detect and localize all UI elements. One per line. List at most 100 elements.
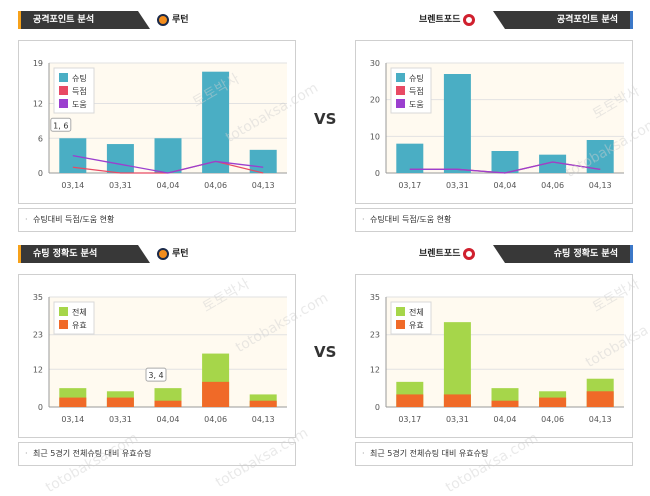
legend-swatch [59, 73, 68, 82]
bar [202, 71, 230, 173]
legend-swatch [59, 99, 68, 108]
bar-on-target [491, 400, 519, 407]
tooltip-label: 1, 6 [53, 121, 68, 130]
section-tab: 공격포인트 분석 [493, 11, 633, 29]
legend-label: 전체 [72, 307, 87, 317]
chart-footnote: 최근 5경기 전체슈팅 대비 유효슈팅 [355, 442, 633, 466]
bar-on-target [59, 397, 87, 407]
x-tick-label: 03,14 [61, 415, 84, 424]
legend-swatch [396, 99, 405, 108]
legend-label: 도움 [409, 100, 424, 109]
y-tick-label: 12 [33, 365, 43, 374]
y-tick-label: 23 [33, 331, 43, 340]
x-tick-label: 04,06 [541, 415, 564, 424]
bar [106, 144, 134, 173]
x-tick-label: 03,17 [398, 181, 421, 190]
y-tick-label: 12 [33, 100, 43, 109]
y-tick-label: 0 [38, 403, 43, 412]
brentford-logo-icon [463, 247, 476, 260]
bar-on-target [154, 400, 182, 407]
bar [154, 138, 182, 173]
section-tab: 공격포인트 분석 [18, 11, 150, 29]
legend-swatch [396, 307, 405, 316]
legend-swatch [396, 320, 405, 329]
y-tick-label: 0 [375, 403, 380, 412]
team-label: 브렌트포드 [419, 246, 478, 262]
bar-on-target [443, 394, 471, 407]
legend-swatch [396, 86, 405, 95]
x-tick-label: 04,13 [252, 181, 275, 190]
legend-swatch [59, 320, 68, 329]
bar-on-target [202, 381, 230, 407]
legend-swatch [396, 73, 405, 82]
vs-label: VS [314, 110, 337, 128]
legend-label: 전체 [409, 307, 424, 317]
team-label: 루턴 [154, 246, 189, 262]
x-tick-label: 04,04 [157, 415, 180, 424]
bar-on-target [586, 391, 614, 407]
x-tick-label: 04,04 [157, 181, 180, 190]
y-tick-label: 6 [38, 134, 43, 143]
bar [396, 143, 424, 173]
chart-footnote: 최근 5경기 전체슈팅 대비 유효슈팅 [18, 442, 296, 466]
tooltip-label: 3, 4 [148, 371, 163, 380]
x-tick-label: 04,13 [589, 181, 612, 190]
y-tick-label: 10 [370, 132, 380, 141]
bar [539, 154, 567, 173]
legend-label: 유효 [72, 321, 87, 330]
bar-on-target [106, 397, 134, 407]
y-tick-label: 0 [375, 169, 380, 178]
bar-on-target [396, 394, 424, 407]
x-tick-label: 04,13 [589, 415, 612, 424]
legend-label: 도움 [72, 100, 87, 109]
legend-label: 슈팅 [72, 73, 87, 83]
x-tick-label: 03,31 [109, 415, 132, 424]
bar [491, 151, 519, 173]
x-tick-label: 03,17 [398, 415, 421, 424]
team-label: 브렌트포드 [419, 12, 478, 28]
x-tick-label: 04,06 [204, 415, 227, 424]
y-tick-label: 30 [370, 59, 380, 68]
y-tick-label: 0 [38, 169, 43, 178]
legend-label: 슈팅 [409, 73, 424, 83]
x-tick-label: 04,04 [494, 181, 517, 190]
bar [249, 149, 277, 173]
legend-label: 득점 [409, 86, 424, 96]
x-tick-label: 04,13 [252, 415, 275, 424]
x-tick-label: 04,06 [204, 181, 227, 190]
brentford-logo-icon [463, 13, 476, 26]
legend-label: 득점 [72, 86, 87, 96]
legend-label: 유효 [409, 321, 424, 330]
bar-on-target [539, 397, 567, 407]
x-tick-label: 03,31 [446, 181, 469, 190]
bar-on-target [249, 400, 277, 407]
section-tab: 슈팅 정확도 분석 [493, 245, 633, 263]
legend-swatch [59, 307, 68, 316]
x-tick-label: 04,06 [541, 181, 564, 190]
x-tick-label: 04,04 [494, 415, 517, 424]
y-tick-label: 23 [370, 331, 380, 340]
y-tick-label: 12 [370, 365, 380, 374]
series-line [409, 161, 601, 174]
luton-logo-icon [157, 13, 169, 26]
x-tick-label: 03,31 [446, 415, 469, 424]
luton-logo-icon [157, 247, 169, 260]
y-tick-label: 35 [33, 293, 43, 302]
team-label: 루턴 [154, 12, 189, 28]
y-tick-label: 19 [33, 59, 43, 68]
bar [443, 74, 471, 173]
legend-swatch [59, 86, 68, 95]
chart-footnote: 슈팅대비 득점/도움 현황 [355, 208, 633, 232]
x-tick-label: 03,14 [61, 181, 84, 190]
bar-total [443, 322, 471, 407]
section-tab: 슈팅 정확도 분석 [18, 245, 150, 263]
x-tick-label: 03,31 [109, 181, 132, 190]
tooltip-box [145, 367, 167, 382]
y-tick-label: 20 [370, 96, 380, 105]
chart-footnote: 슈팅대비 득점/도움 현황 [18, 208, 296, 232]
vs-label: VS [314, 343, 337, 361]
